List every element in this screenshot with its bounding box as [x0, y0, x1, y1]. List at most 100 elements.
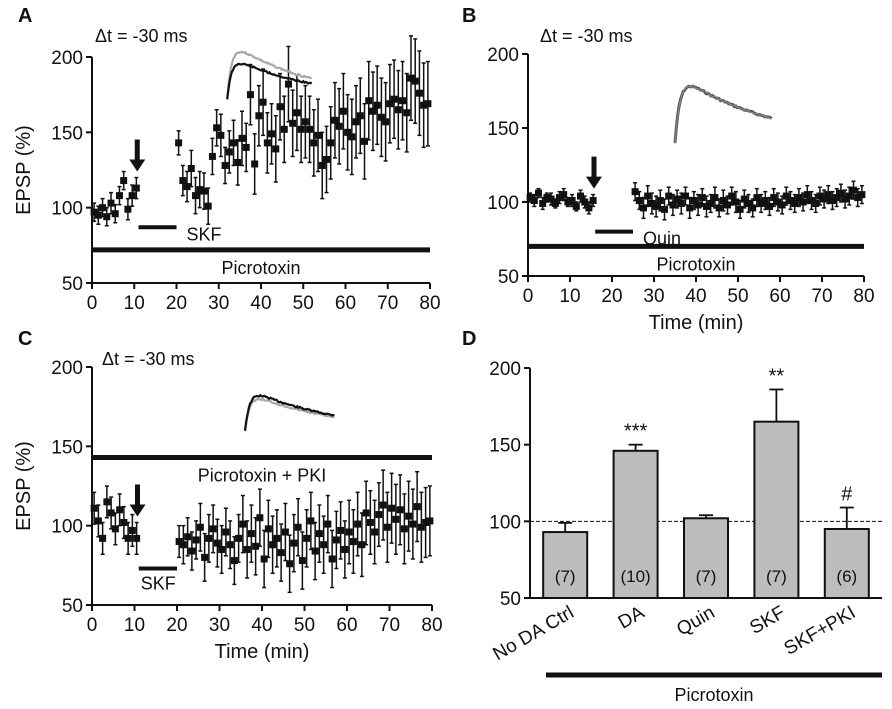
- bar-n-label: (7): [696, 567, 717, 586]
- x-tick-label-a: 40: [250, 293, 271, 314]
- data-point-c: [405, 512, 413, 520]
- data-point-c: [175, 538, 183, 546]
- data-point-a: [301, 118, 309, 126]
- data-point-b: [572, 202, 580, 210]
- data-point-b: [740, 195, 748, 203]
- data-point-a: [310, 139, 318, 147]
- data-point-c: [422, 518, 430, 526]
- data-point-b: [686, 204, 694, 212]
- bar-d: [683, 517, 729, 599]
- data-point-a: [238, 134, 246, 142]
- data-point-b: [753, 194, 761, 202]
- data-point-a: [335, 122, 343, 130]
- y-tick-label-a: 150: [51, 123, 83, 144]
- data-point-c: [133, 534, 141, 542]
- data-point-c: [218, 545, 226, 553]
- data-point-c: [116, 506, 124, 514]
- data-point-b: [568, 197, 576, 205]
- data-point-c: [328, 555, 336, 563]
- x-tick-label-b: 40: [685, 286, 706, 307]
- data-point-b: [841, 195, 849, 203]
- data-point-b: [736, 205, 744, 213]
- data-point-b: [745, 199, 752, 207]
- epsp-trace-b: [673, 84, 773, 143]
- data-point-c: [99, 534, 107, 542]
- data-point-b: [715, 204, 723, 212]
- data-point-b: [824, 191, 832, 199]
- data-point-c: [375, 511, 383, 519]
- data-point-b: [724, 201, 731, 209]
- data-point-c: [277, 549, 285, 557]
- data-point-a: [318, 161, 326, 169]
- data-point-c: [111, 525, 119, 533]
- data-point-a: [276, 103, 284, 111]
- x-tick-label-c: 0: [87, 615, 98, 636]
- delta-t-annotation-c: Δt = -30 ms: [102, 349, 195, 369]
- data-point-c: [209, 525, 217, 533]
- data-point-a: [268, 130, 276, 138]
- data-point-c: [392, 515, 400, 523]
- data-point-a: [204, 202, 212, 210]
- data-point-a: [407, 74, 415, 82]
- data-point-c: [90, 504, 98, 512]
- panel-label-a: A: [18, 5, 32, 27]
- data-point-a: [263, 139, 271, 147]
- data-point-c: [332, 536, 340, 544]
- data-point-a: [394, 106, 402, 114]
- bar-n-label: (6): [836, 567, 857, 586]
- data-point-a: [420, 101, 428, 109]
- data-point-c: [409, 520, 417, 528]
- data-point-b: [778, 201, 786, 209]
- data-point-a: [183, 183, 191, 191]
- y-tick-label-b: 150: [487, 119, 519, 140]
- data-point-c: [315, 530, 323, 538]
- data-point-c: [273, 534, 281, 542]
- drug-label-b: Quin: [643, 229, 681, 249]
- data-point-c: [307, 517, 315, 525]
- data-point-a: [213, 124, 221, 132]
- data-point-a: [221, 161, 229, 169]
- data-point-a: [369, 107, 377, 115]
- data-point-c: [124, 534, 132, 542]
- data-point-a: [327, 139, 335, 147]
- x-tick-label-a: 70: [377, 293, 398, 314]
- data-point-b: [812, 199, 820, 207]
- y-tick-label-c: 50: [62, 596, 83, 617]
- data-point-a: [187, 164, 195, 172]
- data-point-c: [349, 538, 357, 546]
- x-tick-label-a: 60: [335, 293, 356, 314]
- data-point-c: [396, 506, 404, 514]
- arrow-head-a: [129, 159, 146, 172]
- data-point-b: [539, 199, 547, 207]
- arrow-head-b: [586, 176, 602, 189]
- data-point-b: [782, 192, 790, 200]
- data-point-c: [371, 528, 379, 536]
- picrotoxin-label-b: Picrotoxin: [656, 254, 735, 274]
- data-point-a: [297, 125, 305, 133]
- data-point-a: [361, 137, 369, 145]
- x-tick-label-c: 40: [251, 615, 272, 636]
- x-tick-label-c: 60: [336, 615, 357, 636]
- data-point-b: [589, 197, 597, 205]
- data-point-c: [247, 530, 255, 538]
- data-point-a: [272, 145, 280, 153]
- x-axis-label-c: Time (min): [215, 641, 310, 663]
- x-tick-label-a: 30: [208, 293, 229, 314]
- data-point-b: [854, 194, 862, 202]
- bar-n-label: (7): [555, 567, 576, 586]
- data-point-b: [829, 197, 836, 205]
- data-point-b: [732, 198, 740, 206]
- data-point-b: [774, 198, 782, 206]
- data-point-b: [556, 194, 563, 202]
- data-point-a: [242, 143, 250, 151]
- y-tick-label-b: 100: [487, 193, 519, 214]
- x-tick-label-c: 20: [166, 615, 187, 636]
- data-point-b: [551, 199, 559, 207]
- data-point-b: [808, 197, 815, 205]
- data-point-c: [128, 526, 136, 534]
- data-point-c: [252, 542, 260, 550]
- bar-n-label: (10): [620, 567, 650, 586]
- data-point-a: [322, 155, 330, 163]
- data-point-b: [652, 202, 660, 210]
